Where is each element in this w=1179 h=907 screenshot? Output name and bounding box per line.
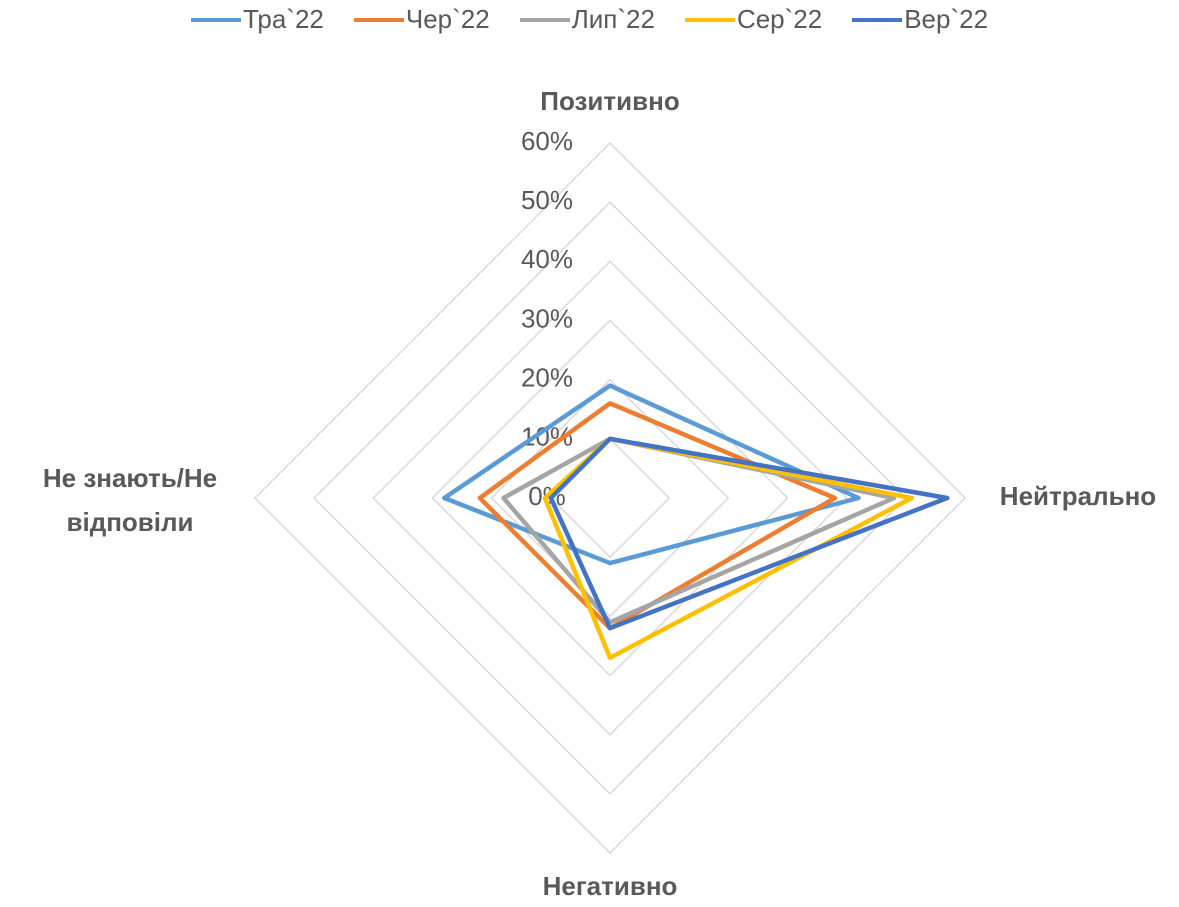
- grid-ring: [313, 201, 907, 795]
- category-label: Позитивно: [540, 86, 679, 116]
- category-label: Нейтрально: [1000, 481, 1156, 511]
- legend-item: Лип`22: [519, 4, 655, 35]
- legend-swatch: [353, 17, 404, 22]
- series-line: [501, 436, 897, 625]
- legend-item: Чер`22: [353, 4, 490, 35]
- r-tick-label: 20%: [521, 363, 573, 393]
- grid-ring: [372, 260, 848, 736]
- legend-item: Тра`22: [190, 4, 324, 35]
- grid-ring: [253, 141, 967, 855]
- legend-swatch: [852, 17, 903, 22]
- legend-swatch: [190, 17, 241, 22]
- series-line: [442, 383, 861, 566]
- r-tick-label: 50%: [521, 185, 573, 215]
- series-line: [542, 436, 914, 660]
- legend-item: Сер`22: [684, 4, 823, 35]
- legend-item: Вер`22: [852, 4, 988, 35]
- legend-label: Тра`22: [242, 4, 324, 34]
- legend-swatch: [684, 17, 735, 22]
- category-label: Не знають/Не відповіли: [42, 463, 218, 537]
- legend-label: Чер`22: [405, 4, 490, 34]
- r-tick-label: 60%: [521, 126, 573, 156]
- r-tick-label: 40%: [521, 244, 573, 274]
- legend-label: Лип`22: [571, 4, 655, 34]
- legend-label: Вер`22: [904, 4, 989, 34]
- legend-swatch: [519, 17, 570, 22]
- category-label: Негативно: [543, 871, 678, 901]
- legend: Тра`22 Чер`22 Лип`22 Сер`22 Вер`22: [0, 4, 1179, 35]
- legend-label: Сер`22: [736, 4, 823, 34]
- r-tick-label: 30%: [521, 303, 573, 333]
- series-line: [548, 436, 950, 631]
